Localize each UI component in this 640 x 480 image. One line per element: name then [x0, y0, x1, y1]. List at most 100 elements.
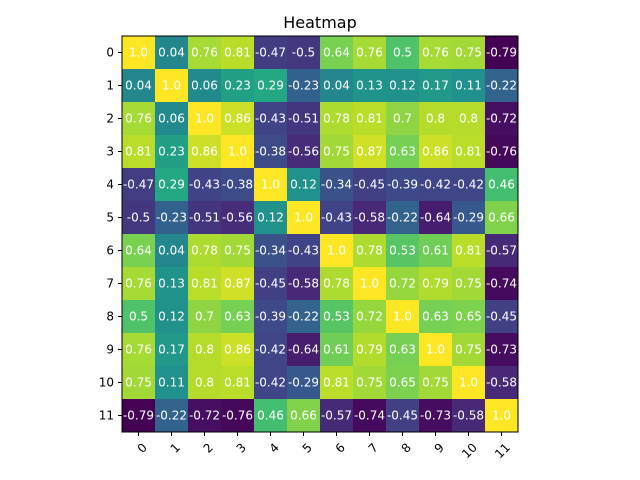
y-axis-ticks: 0 1 2 3 4 5 6 7 8 9 10 11 — [99, 46, 122, 423]
cell-value-label: -0.5 — [127, 211, 150, 225]
heatmap-cell — [452, 333, 486, 367]
heatmap-cell — [419, 135, 453, 169]
heatmap-cell — [353, 399, 387, 433]
cell-value-label: -0.57 — [321, 409, 352, 423]
heatmap-cell — [155, 36, 189, 70]
cell-value-label: 1.0 — [129, 46, 148, 60]
cell-value-label: 0.87 — [356, 145, 383, 159]
heatmap-cell — [122, 399, 156, 433]
cell-value-label: 0.72 — [356, 310, 383, 324]
cell-value-label: 0.63 — [224, 310, 251, 324]
heatmap-cell — [188, 333, 222, 367]
cell-value-label: -0.38 — [255, 145, 286, 159]
cell-value-label: 1.0 — [261, 178, 280, 192]
x-tick-label: 0 — [135, 440, 150, 455]
cell-value-label: 0.7 — [195, 310, 214, 324]
heatmap-cell — [452, 267, 486, 301]
heatmap-cell — [452, 36, 486, 70]
heatmap-cell — [122, 333, 156, 367]
heatmap-cell — [320, 333, 354, 367]
x-tick-label: 6 — [333, 440, 348, 455]
cell-value-label: -0.73 — [420, 409, 451, 423]
cell-value-label: 0.76 — [356, 46, 383, 60]
cell-value-label: 0.23 — [158, 145, 185, 159]
x-axis-ticks: 0 1 2 3 4 5 6 7 8 9 10 11 — [135, 432, 513, 461]
heatmap-cell — [419, 267, 453, 301]
heatmap-cell — [452, 135, 486, 169]
heatmap-cell — [221, 135, 255, 169]
cell-value-label: -0.57 — [486, 244, 517, 258]
cell-value-label: 0.76 — [125, 343, 152, 357]
x-tick-label: 7 — [366, 440, 381, 455]
cell-value-label: 0.8 — [459, 112, 478, 126]
cell-value-label: 0.04 — [158, 46, 185, 60]
cell-value-label: 1.0 — [294, 211, 313, 225]
x-tick-label: 1 — [168, 440, 183, 455]
plot-frame — [121, 35, 519, 433]
cell-value-label: 0.86 — [224, 343, 251, 357]
cell-value-label: 0.29 — [257, 79, 284, 93]
heatmap-cell — [155, 102, 189, 136]
cell-value-label: 0.12 — [257, 211, 284, 225]
heatmap-cell — [452, 300, 486, 334]
cell-value-label: 0.46 — [257, 409, 284, 423]
cell-value-label: -0.43 — [321, 211, 352, 225]
heatmap-cell — [122, 36, 156, 70]
cell-value-label: 0.76 — [191, 46, 218, 60]
heatmap-cell — [221, 234, 255, 268]
cell-value-label: 0.81 — [455, 145, 482, 159]
cell-value-label: 0.11 — [158, 376, 185, 390]
heatmap-cell — [254, 300, 288, 334]
x-tick-label: 4 — [267, 440, 282, 455]
cell-value-label: 0.81 — [323, 376, 350, 390]
heatmap-cell — [353, 102, 387, 136]
heatmap-cell — [287, 201, 321, 235]
heatmap-cell — [485, 36, 519, 70]
cell-value-label: 0.66 — [488, 211, 515, 225]
cell-value-label: 0.04 — [323, 79, 350, 93]
cell-value-label: 0.76 — [422, 46, 449, 60]
heatmap-cell — [419, 69, 453, 103]
cell-value-label: 0.81 — [455, 244, 482, 258]
cell-value-label: -0.39 — [255, 310, 286, 324]
cell-value-label: 0.8 — [426, 112, 445, 126]
heatmap-cell — [155, 135, 189, 169]
heatmap-cell — [320, 366, 354, 400]
heatmap-cell — [122, 168, 156, 202]
heatmap-cell — [485, 300, 519, 334]
cell-value-label: -0.51 — [288, 112, 319, 126]
cell-value-label: 0.75 — [356, 376, 383, 390]
heatmap-cell — [287, 366, 321, 400]
cell-value-label: -0.43 — [189, 178, 220, 192]
cell-value-label: 0.79 — [422, 277, 449, 291]
heatmap-cell — [254, 168, 288, 202]
y-tick-label: 7 — [106, 277, 114, 291]
x-tick-label: 11 — [492, 440, 513, 461]
heatmap-cell — [320, 267, 354, 301]
heatmap-cell — [122, 69, 156, 103]
cell-value-label: 0.75 — [422, 376, 449, 390]
heatmap-cell — [254, 366, 288, 400]
heatmap-cell — [221, 333, 255, 367]
y-tick-label: 8 — [106, 310, 114, 324]
cell-value-label: 0.53 — [323, 310, 350, 324]
heatmap-cell — [287, 399, 321, 433]
heatmap-cell — [419, 333, 453, 367]
heatmap-cell — [452, 201, 486, 235]
cell-value-label: 1.0 — [228, 145, 247, 159]
heatmap-cell — [155, 366, 189, 400]
cell-value-label: -0.22 — [387, 211, 418, 225]
cell-value-label: -0.34 — [255, 244, 286, 258]
cell-value-label: 1.0 — [360, 277, 379, 291]
cell-value-label: 0.04 — [125, 79, 152, 93]
cell-value-label: 0.12 — [389, 79, 416, 93]
cell-value-label: -0.39 — [387, 178, 418, 192]
heatmap-cell — [254, 399, 288, 433]
cell-value-label: -0.72 — [486, 112, 517, 126]
heatmap-cell — [320, 36, 354, 70]
cell-value-label: -0.56 — [288, 145, 319, 159]
heatmap-cell — [353, 366, 387, 400]
heatmap-cell — [221, 399, 255, 433]
heatmap-cell — [221, 366, 255, 400]
heatmap-cell — [386, 36, 420, 70]
